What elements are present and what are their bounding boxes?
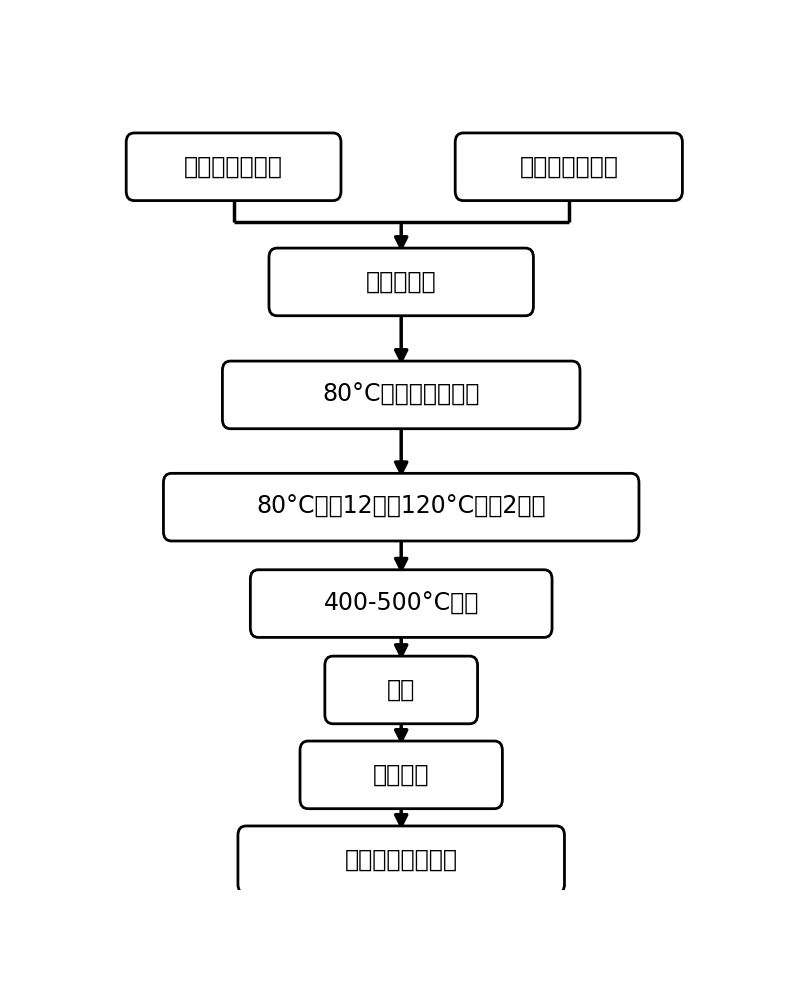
- FancyBboxPatch shape: [251, 570, 552, 637]
- Text: 80°C搅拌并蒸干溶剂: 80°C搅拌并蒸干溶剂: [323, 383, 480, 407]
- Text: 乙醇分散: 乙醇分散: [373, 763, 429, 787]
- Text: 硫酸亚锡水溶液: 硫酸亚锡水溶液: [519, 155, 618, 179]
- Text: 混合悬浊液: 混合悬浊液: [366, 270, 437, 294]
- FancyBboxPatch shape: [127, 133, 341, 201]
- FancyBboxPatch shape: [325, 656, 477, 724]
- Text: 滴涂到传感器电极: 滴涂到传感器电极: [344, 848, 457, 872]
- Text: 研磨: 研磨: [387, 678, 416, 702]
- FancyBboxPatch shape: [238, 826, 565, 894]
- Text: 氧化锌纳米颗粒: 氧化锌纳米颗粒: [184, 155, 283, 179]
- FancyBboxPatch shape: [269, 248, 533, 316]
- Text: 400-500°C煅烧: 400-500°C煅烧: [324, 592, 479, 616]
- FancyBboxPatch shape: [223, 361, 580, 429]
- Text: 80°C干燥12小时120°C干燥2小时: 80°C干燥12小时120°C干燥2小时: [256, 495, 546, 519]
- FancyBboxPatch shape: [163, 473, 639, 541]
- FancyBboxPatch shape: [300, 741, 502, 809]
- FancyBboxPatch shape: [455, 133, 682, 201]
